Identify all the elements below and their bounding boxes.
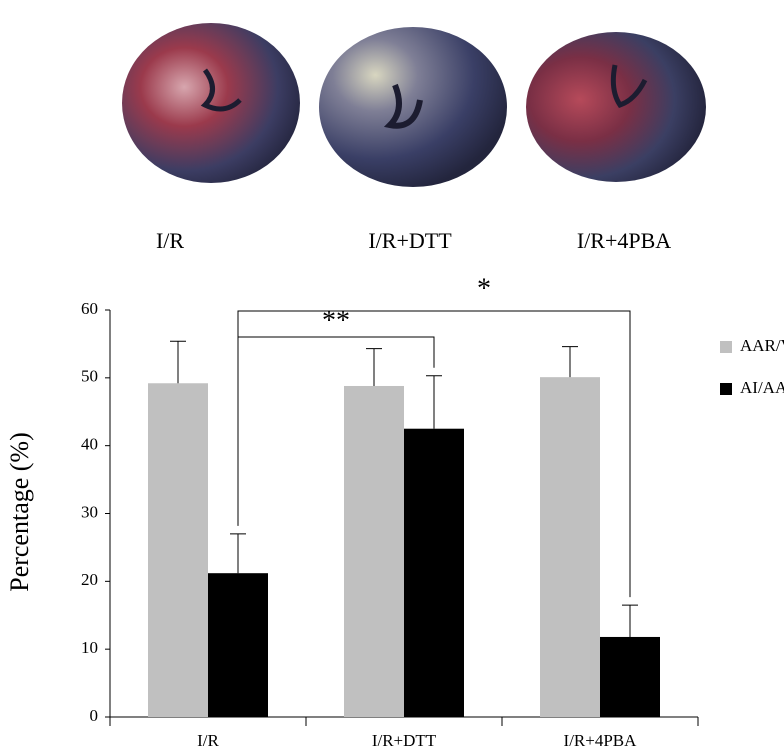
bar <box>404 428 464 717</box>
bar <box>540 377 600 717</box>
error-bar <box>230 533 246 574</box>
heart-image <box>526 32 706 182</box>
y-tick-label: 60 <box>81 299 98 318</box>
legend-swatch <box>720 383 732 395</box>
legend-label: AAR/VS <box>740 336 784 355</box>
error-bar <box>170 340 186 384</box>
y-tick-label: 30 <box>81 502 98 521</box>
bar <box>600 636 660 717</box>
bar <box>148 383 208 717</box>
y-tick-label: 40 <box>81 435 98 454</box>
image-label: I/R+DTT <box>368 228 452 253</box>
significance-label: ** <box>322 305 350 336</box>
image-label: I/R+4PBA <box>577 228 671 253</box>
significance-label: * <box>477 273 491 304</box>
image-label: I/R <box>156 228 184 253</box>
heart-image <box>319 27 507 187</box>
significance-bracket <box>237 336 435 526</box>
error-bar <box>622 604 638 637</box>
error-bar <box>562 346 578 378</box>
legend-swatch <box>720 341 732 353</box>
heart-detail <box>200 68 242 112</box>
y-tick-label: 20 <box>81 570 98 589</box>
legend-label: AI/AAR <box>740 378 784 397</box>
y-tick-label: 0 <box>90 706 99 725</box>
error-bar <box>426 375 442 429</box>
heart-images <box>122 23 706 187</box>
y-tick-label: 10 <box>81 638 98 657</box>
y-axis-title: Percentage (%) <box>5 432 34 592</box>
x-tick-label: I/R <box>197 731 219 750</box>
heart-detail <box>383 83 423 129</box>
x-tick-label: I/R+DTT <box>372 731 437 750</box>
bar <box>344 385 404 717</box>
heart-image <box>122 23 300 183</box>
x-tick-label: I/R+4PBA <box>564 731 638 750</box>
heart-detail <box>610 64 648 108</box>
y-tick-label: 50 <box>81 367 98 386</box>
error-bar <box>366 348 382 386</box>
bar <box>208 573 268 717</box>
significance-bracket <box>237 310 631 598</box>
